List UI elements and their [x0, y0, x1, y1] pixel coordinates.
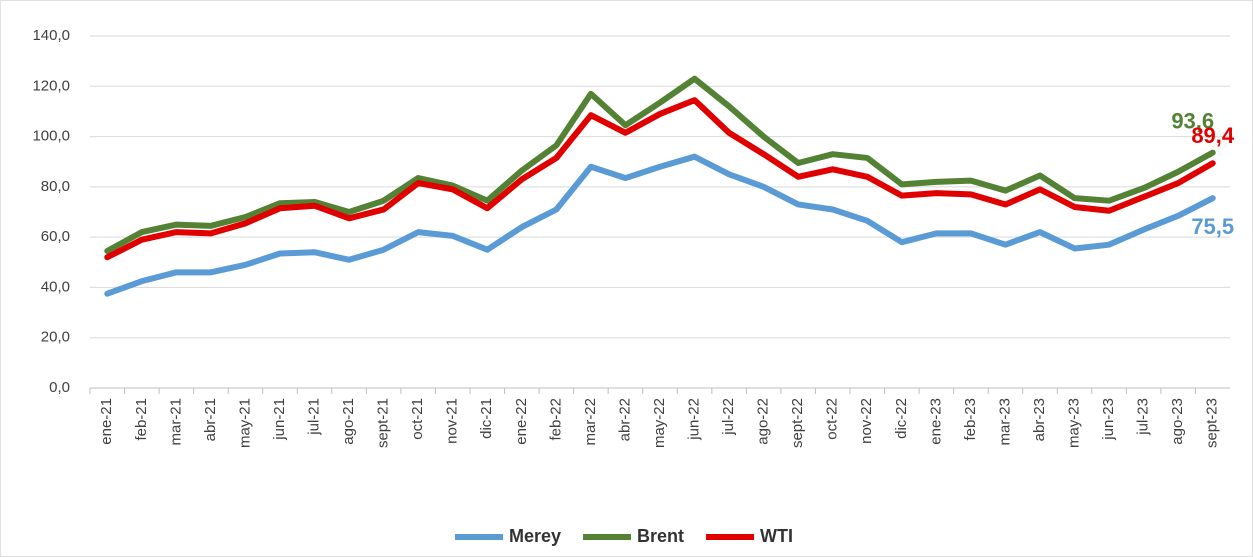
x-tick-label: ago-23	[1169, 398, 1186, 445]
data-label: 75,5	[1191, 214, 1234, 239]
x-tick-label: dic-21	[478, 398, 495, 439]
y-tick-label: 140,0	[32, 27, 70, 44]
x-tick-label: jun-22	[686, 398, 703, 441]
series-line	[104, 97, 1216, 261]
x-tick-label: abr-21	[202, 398, 219, 441]
x-tick-label: feb-21	[133, 398, 150, 441]
x-tick-label: abr-22	[616, 398, 633, 441]
x-tick-label: nov-21	[444, 398, 461, 444]
x-tick-label: ago-22	[755, 398, 772, 445]
x-tick-label: ene-23	[927, 398, 944, 445]
x-tick-label: dic-22	[893, 398, 910, 439]
data-label: 93,6	[1171, 108, 1214, 133]
x-tick-label: nov-22	[858, 398, 875, 444]
y-tick-label: 0,0	[49, 379, 70, 396]
x-tick-label: feb-23	[962, 398, 979, 441]
x-tick-label: may-22	[651, 398, 668, 448]
y-tick-label: 60,0	[41, 228, 70, 245]
x-tick-label: ene-22	[513, 398, 530, 445]
series-line	[104, 153, 1216, 297]
x-tick-label: mar-23	[996, 398, 1013, 446]
x-tick-label: jun-21	[271, 398, 288, 441]
x-tick-label: jul-21	[306, 398, 323, 436]
series-line	[104, 75, 1216, 254]
x-tick-label: ago-21	[340, 398, 357, 445]
x-tick-label: oct-22	[824, 398, 841, 440]
y-tick-label: 40,0	[41, 278, 70, 295]
x-tick-label: may-23	[1066, 398, 1083, 448]
legend-label: WTI	[760, 526, 793, 546]
x-tick-label: sept-21	[375, 398, 392, 448]
x-tick-label: sept-23	[1204, 398, 1221, 448]
data-label: 89,4	[1191, 123, 1235, 148]
x-tick-label: feb-22	[547, 398, 564, 441]
x-tick-label: oct-21	[409, 398, 426, 440]
x-tick-label: may-21	[236, 398, 253, 448]
x-tick-label: jun-23	[1100, 398, 1117, 441]
y-tick-label: 100,0	[32, 128, 70, 145]
x-tick-label: mar-21	[167, 398, 184, 446]
legend-label: Brent	[637, 526, 684, 546]
legend-label: Merey	[509, 526, 561, 546]
x-tick-label: jul-22	[720, 398, 737, 436]
x-tick-label: ene-21	[98, 398, 115, 445]
x-tick-label: mar-22	[582, 398, 599, 446]
x-tick-label: abr-23	[1031, 398, 1048, 441]
x-tick-label: jul-23	[1135, 398, 1152, 436]
y-tick-label: 120,0	[32, 77, 70, 94]
y-tick-label: 80,0	[41, 178, 70, 195]
x-tick-label: sept-22	[789, 398, 806, 448]
y-tick-label: 20,0	[41, 329, 70, 346]
